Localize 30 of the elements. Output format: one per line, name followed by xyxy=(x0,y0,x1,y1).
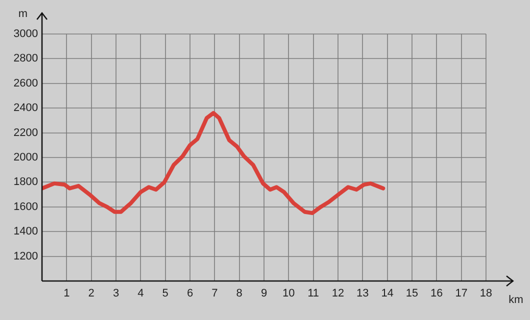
y-axis-title: m xyxy=(18,8,28,20)
y-tick-label: 2000 xyxy=(14,152,38,164)
x-tick-label: 2 xyxy=(88,288,94,300)
x-tick-label: 9 xyxy=(260,288,268,300)
y-tick-label: 1600 xyxy=(14,200,38,213)
x-tick-label: 11 xyxy=(308,288,320,300)
y-tick-label: 2400 xyxy=(14,102,38,114)
x-axis-title: km xyxy=(508,294,524,306)
x-tick-label: 14 xyxy=(381,288,394,300)
x-tick-label: 13 xyxy=(356,288,369,300)
x-tick-label: 6 xyxy=(186,288,194,300)
x-tick-label: 8 xyxy=(236,288,242,300)
y-tick-label: 1400 xyxy=(14,226,38,238)
x-tick-label: 15 xyxy=(406,288,418,300)
x-tick-label: 4 xyxy=(138,288,144,300)
x-tick-label: 3 xyxy=(112,288,120,300)
x-tick-label: 17 xyxy=(455,288,468,300)
y-tick-label: 2600 xyxy=(14,77,38,90)
x-tick-label: 1 xyxy=(64,288,70,300)
x-tick-label: 5 xyxy=(162,288,168,300)
x-tick-label: 7 xyxy=(212,288,218,300)
y-tick-label: 2800 xyxy=(14,52,38,65)
x-tick-label: 18 xyxy=(480,288,492,300)
y-tick-label: 1200 xyxy=(14,250,38,262)
y-tick-label: 1800 xyxy=(14,176,38,188)
x-tick-label: 16 xyxy=(430,288,443,300)
x-tick-label: 10 xyxy=(282,288,295,300)
x-tick-label: 12 xyxy=(332,288,344,300)
y-tick-label: 3000 xyxy=(14,28,38,40)
y-tick-label: 2200 xyxy=(14,126,38,139)
